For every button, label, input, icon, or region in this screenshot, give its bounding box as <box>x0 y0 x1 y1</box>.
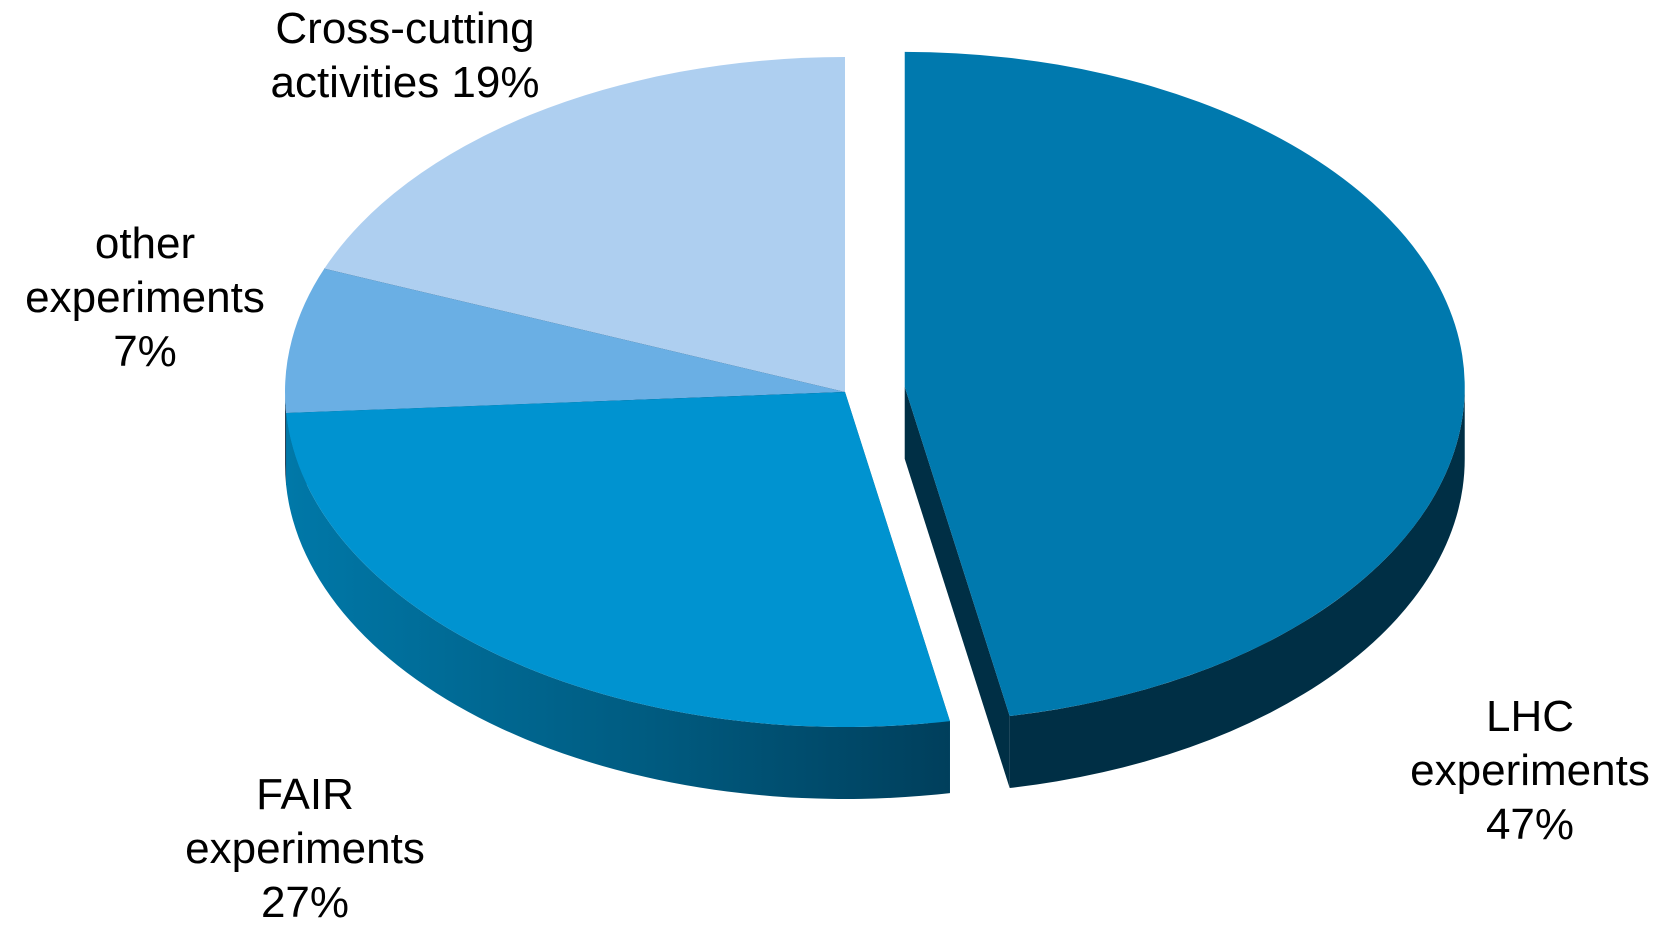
slice-wall <box>904 386 1010 788</box>
label-line: other <box>95 219 195 268</box>
slice-side <box>285 392 287 486</box>
label-cross-cutting-activities: Cross-cutting activities 19% <box>270 4 539 107</box>
slice-side <box>1009 386 1465 788</box>
slice-top <box>904 51 1465 716</box>
label-line: 7% <box>113 327 177 376</box>
label-line: experiments <box>1410 746 1650 795</box>
slice-lhc-experiments <box>904 51 1465 788</box>
label-lhc-experiments: LHC experiments 47% <box>1410 692 1650 849</box>
label-line: experiments <box>25 273 265 322</box>
label-line: activities 19% <box>270 58 539 107</box>
label-line: 47% <box>1486 800 1574 849</box>
label-other-experiments: other experiments 7% <box>25 219 265 376</box>
slice-top <box>286 392 950 727</box>
label-line: FAIR <box>256 770 354 819</box>
slice-fair-experiments <box>286 392 950 799</box>
label-line: 27% <box>261 878 349 927</box>
slice-top <box>285 268 846 414</box>
label-line: LHC <box>1486 692 1574 741</box>
label-line: Cross-cutting <box>275 4 534 53</box>
slice-top <box>324 57 845 392</box>
label-line: experiments <box>185 824 425 873</box>
slices-layer <box>285 51 1465 799</box>
slice-side <box>286 413 950 799</box>
label-fair-experiments: FAIR experiments 27% <box>185 770 425 927</box>
labels-layer: LHC experiments 47% FAIR experiments 27% other… <box>25 4 1650 927</box>
